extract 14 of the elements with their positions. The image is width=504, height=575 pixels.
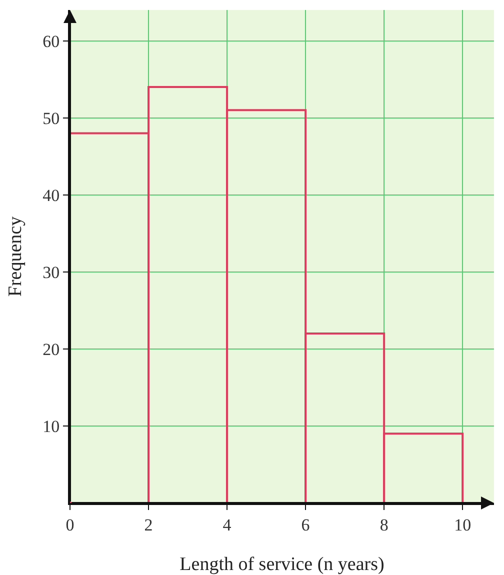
x-tick-label: 10 <box>454 515 472 534</box>
x-tick-label: 0 <box>66 515 74 534</box>
y-tick-label: 10 <box>42 416 60 436</box>
x-tick-label: 2 <box>144 515 153 534</box>
x-tick-label: 8 <box>380 515 388 534</box>
y-axis-title: Frequency <box>5 216 26 297</box>
x-tick-label: 4 <box>222 515 232 534</box>
y-tick-label: 50 <box>42 108 60 128</box>
y-tick-label: 40 <box>42 186 60 205</box>
x-axis-title: Length of service (n years) <box>180 554 384 575</box>
y-tick-label: 60 <box>42 32 60 51</box>
y-tick-label: 30 <box>42 262 60 282</box>
x-tick-label: 6 <box>301 515 310 534</box>
y-tick-label: 20 <box>42 340 60 359</box>
